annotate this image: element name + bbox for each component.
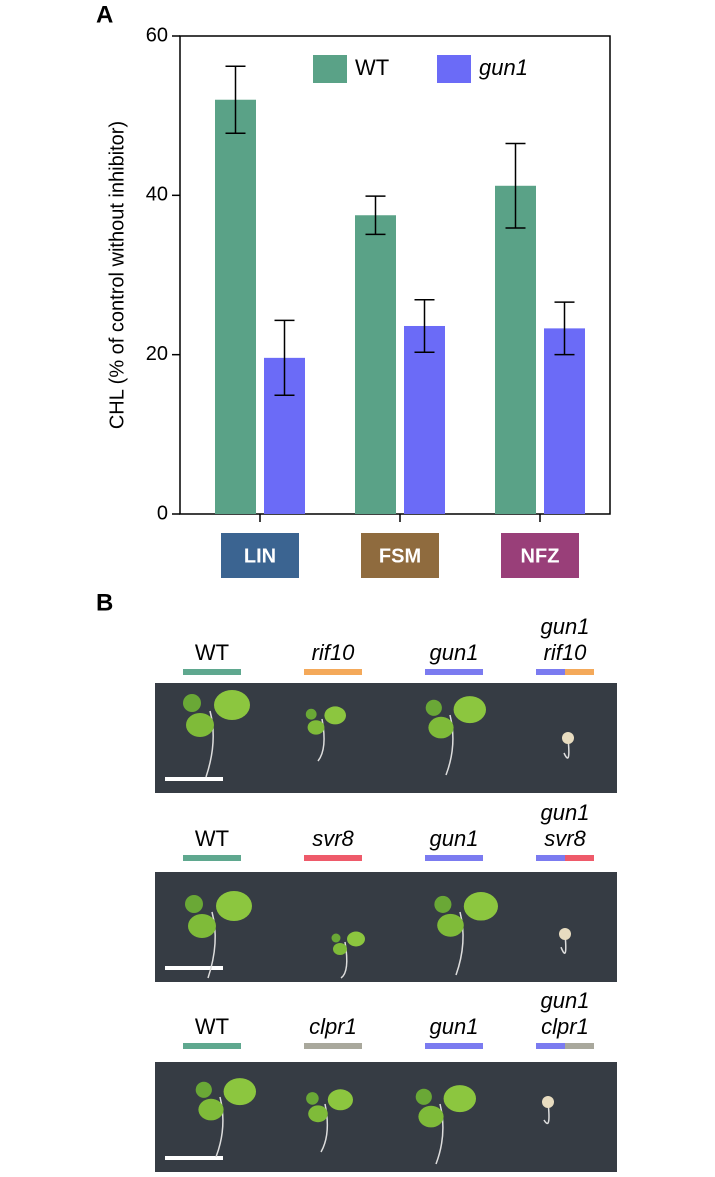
- genotype-label: WT: [195, 640, 229, 665]
- genotype-underline: [536, 855, 565, 861]
- genotype-underline: [183, 1043, 241, 1049]
- bar: [404, 325, 445, 514]
- leaf: [437, 913, 464, 937]
- genotype-underline: [565, 669, 594, 675]
- error-bar: [505, 142, 526, 229]
- genotype-label: WT: [195, 826, 229, 851]
- error-bar: [554, 301, 575, 356]
- legend-swatch: [437, 55, 471, 83]
- panel-label: A: [96, 1, 113, 28]
- leaf: [443, 1085, 476, 1113]
- genotype-label: gun1: [430, 826, 479, 851]
- genotype-underline: [425, 1043, 483, 1049]
- leaf: [463, 892, 498, 921]
- legend-label: gun1: [479, 55, 528, 80]
- genotype-label: gun1: [541, 800, 590, 825]
- seedling: [559, 928, 571, 940]
- genotype-underline: [183, 855, 241, 861]
- leaf: [306, 1092, 319, 1105]
- leaf: [195, 1081, 212, 1098]
- leaf: [185, 895, 203, 913]
- leaf: [308, 1105, 328, 1123]
- y-tick-label: 0: [157, 502, 168, 524]
- leaf: [188, 914, 216, 938]
- root: [215, 1096, 224, 1158]
- x-tick-label: FSM: [379, 545, 421, 567]
- photo: [155, 872, 617, 982]
- genotype-underline: [565, 855, 594, 861]
- genotype-label: svr8: [312, 826, 354, 851]
- leaf: [307, 720, 325, 735]
- x-tick-label: NFZ: [521, 545, 560, 567]
- y-axis-label: CHL (% of control without inhibitor): [106, 121, 128, 429]
- leaf: [428, 716, 454, 739]
- leaf: [331, 933, 341, 943]
- bar: [544, 328, 585, 514]
- leaf: [305, 708, 317, 720]
- error-bar: [225, 65, 246, 134]
- seedling: [542, 1096, 554, 1108]
- error-bar: [414, 298, 435, 354]
- bar: [495, 185, 536, 515]
- genotype-label: gun1: [541, 988, 590, 1013]
- leaf: [183, 694, 201, 712]
- category-box: [361, 533, 439, 578]
- leaf: [198, 1098, 224, 1121]
- leaf: [347, 931, 365, 947]
- genotype-label: WT: [195, 1014, 229, 1039]
- category-box: [501, 533, 579, 578]
- leaf: [186, 713, 214, 737]
- genotype-underline: [304, 1043, 362, 1049]
- genotype-underline: [425, 855, 483, 861]
- leaf: [327, 1089, 353, 1111]
- y-tick-label: 40: [146, 184, 168, 206]
- genotype-label: gun1: [430, 1014, 479, 1039]
- panel-label: B: [96, 589, 113, 616]
- genotype-underline: [536, 669, 565, 675]
- genotype-label: rif10: [544, 640, 588, 665]
- leaf: [425, 699, 442, 716]
- category-box: [221, 533, 299, 578]
- legend-label: WT: [355, 55, 389, 80]
- leaf: [216, 891, 252, 921]
- error-bar: [274, 319, 295, 397]
- genotype-label: clpr1: [541, 1014, 589, 1039]
- leaf: [453, 696, 486, 724]
- leaf: [415, 1088, 432, 1105]
- root: [207, 911, 216, 979]
- root: [205, 710, 214, 778]
- genotype-underline: [304, 855, 362, 861]
- legend-swatch: [313, 55, 347, 83]
- leaf: [324, 706, 347, 725]
- genotype-label: gun1: [430, 640, 479, 665]
- genotype-underline: [183, 669, 241, 675]
- leaf: [214, 690, 250, 720]
- leaf: [223, 1078, 256, 1106]
- y-tick-label: 60: [146, 24, 168, 46]
- bar: [355, 215, 396, 514]
- genotype-label: gun1: [541, 614, 590, 639]
- leaf: [418, 1105, 444, 1128]
- genotype-label: svr8: [544, 826, 586, 851]
- x-tick-label: LIN: [244, 545, 276, 567]
- error-bar: [365, 195, 386, 236]
- seedling: [562, 732, 574, 744]
- root: [435, 1103, 444, 1165]
- genotype-label: rif10: [312, 640, 356, 665]
- root: [445, 714, 454, 776]
- photo: [155, 1062, 617, 1172]
- genotype-underline: [304, 669, 362, 675]
- genotype-underline: [425, 669, 483, 675]
- genotype-label: clpr1: [309, 1014, 357, 1039]
- genotype-underline: [565, 1043, 594, 1049]
- root: [455, 911, 464, 976]
- genotype-underline: [536, 1043, 565, 1049]
- leaf: [333, 943, 347, 955]
- y-tick-label: 20: [146, 343, 168, 365]
- leaf: [434, 895, 452, 913]
- bar: [215, 99, 256, 514]
